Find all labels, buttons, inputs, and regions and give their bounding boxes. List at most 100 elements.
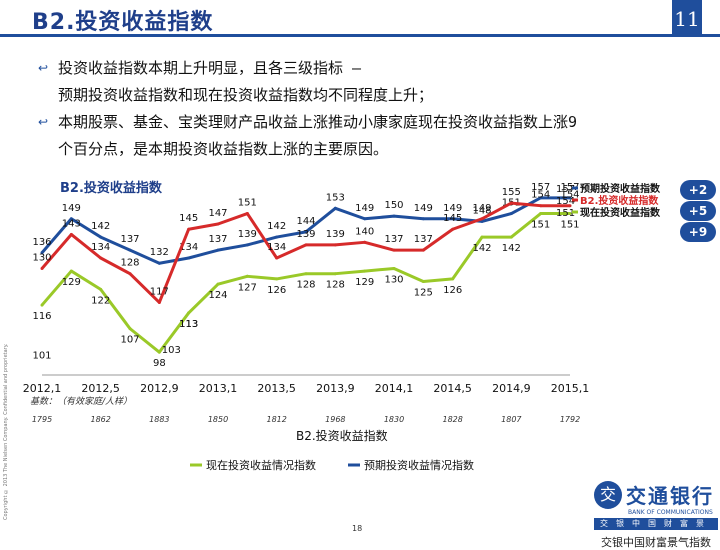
bottom-chart-title: B2.投资收益指数 bbox=[296, 428, 388, 443]
data-label: 154 bbox=[531, 190, 550, 201]
data-label: 150 bbox=[384, 200, 403, 211]
data-point bbox=[157, 350, 161, 354]
sample-size-label: 1807 bbox=[501, 415, 522, 424]
data-label: 142 bbox=[472, 243, 491, 254]
legend-value: 151 bbox=[556, 208, 575, 219]
data-point bbox=[421, 280, 425, 284]
data-point bbox=[275, 235, 279, 239]
slide-header: B2.投资收益指数 11 bbox=[0, 0, 720, 37]
data-point bbox=[187, 227, 191, 231]
data-label: 145 bbox=[443, 213, 462, 224]
index-line-chart: B2.投资收益指数 2012,1 1795 2012,5 1862 2012,9 1883 2… bbox=[23, 180, 661, 472]
data-point bbox=[539, 196, 543, 200]
data-point bbox=[128, 248, 132, 252]
data-point bbox=[99, 235, 103, 239]
bullet-arrow-icon: ↩ bbox=[38, 115, 49, 129]
data-point bbox=[451, 227, 455, 231]
bullet-text: 预期投资收益指数和现在投资收益指数均不同程度上升； bbox=[58, 86, 434, 104]
data-point bbox=[245, 212, 249, 216]
data-point bbox=[568, 212, 572, 216]
bullet-item: ↩ 投资收益指数本期上升明显，且各三级指标 – bbox=[38, 56, 698, 81]
x-tick-label: 2012,5 bbox=[81, 382, 120, 395]
data-label: 139 bbox=[238, 229, 257, 240]
x-tick-label: 2014,9 bbox=[492, 382, 531, 395]
bullet-list: ↩ 投资收益指数本期上升明显，且各三级指标 – 预期投资收益指数和现在投资收益指… bbox=[38, 56, 698, 164]
sample-size-label: 1883 bbox=[149, 415, 169, 424]
data-point bbox=[333, 272, 337, 276]
data-point bbox=[451, 277, 455, 281]
page-badge: 11 bbox=[672, 0, 702, 36]
data-point bbox=[275, 277, 279, 281]
data-point bbox=[392, 214, 396, 218]
increment-badges: +2 +5 +9 bbox=[680, 180, 718, 243]
index-name: 交银中国财富景气指数 bbox=[601, 536, 711, 549]
data-label: 144 bbox=[296, 216, 315, 227]
x-tick-label: 2012,1 bbox=[23, 382, 62, 395]
sample-size-label: 1828 bbox=[442, 415, 462, 424]
data-label: 128 bbox=[296, 280, 315, 291]
data-label: 151 bbox=[560, 220, 579, 231]
x-tick-label: 2013,9 bbox=[316, 382, 355, 395]
data-point bbox=[69, 269, 73, 273]
data-point bbox=[69, 232, 73, 236]
data-label: 124 bbox=[208, 290, 227, 301]
data-point bbox=[363, 269, 367, 273]
data-point bbox=[392, 266, 396, 270]
data-label: 134 bbox=[179, 242, 198, 253]
data-label: 142 bbox=[267, 221, 286, 232]
legend-value: 154 bbox=[556, 196, 575, 207]
bullet-text: 投资收益指数本期上升明显，且各三级指标 – bbox=[58, 59, 362, 77]
bottom-legend-label: 预期投资收益情况指数 bbox=[364, 458, 474, 472]
data-point bbox=[40, 303, 44, 307]
legend-name: 现在投资收益指数 bbox=[580, 206, 661, 219]
data-label: 117 bbox=[150, 286, 169, 297]
data-label: 142 bbox=[502, 243, 521, 254]
data-point bbox=[392, 248, 396, 252]
extra-data-label: 113 bbox=[179, 319, 198, 330]
data-label: 140 bbox=[355, 226, 374, 237]
data-label: 98 bbox=[153, 358, 166, 369]
data-point bbox=[99, 287, 103, 291]
data-point bbox=[157, 300, 161, 304]
data-point bbox=[216, 282, 220, 286]
data-label: 154 bbox=[560, 190, 579, 201]
data-label: 155 bbox=[502, 187, 521, 198]
data-label: 128 bbox=[326, 280, 345, 291]
data-label: 130 bbox=[384, 274, 403, 285]
data-point bbox=[363, 217, 367, 221]
data-label: 125 bbox=[414, 288, 433, 299]
data-point bbox=[333, 206, 337, 210]
increment-badge-expected: +2 bbox=[680, 180, 716, 200]
data-point bbox=[363, 240, 367, 244]
data-point bbox=[539, 212, 543, 216]
data-point bbox=[480, 217, 484, 221]
data-label: 113 bbox=[179, 319, 198, 330]
data-point bbox=[187, 311, 191, 315]
data-point bbox=[304, 243, 308, 247]
data-label: 149 bbox=[355, 203, 374, 214]
page-title: B2.投资收益指数 bbox=[32, 10, 214, 35]
data-label: 130 bbox=[32, 252, 51, 263]
data-label: 137 bbox=[384, 234, 403, 245]
data-label: 148 bbox=[472, 205, 491, 216]
bullet-text: 个百分点，是本期投资收益指数上涨的主要原因。 bbox=[58, 140, 389, 158]
data-label: 107 bbox=[120, 335, 139, 346]
bullet-item: 个百分点，是本期投资收益指数上涨的主要原因。 bbox=[38, 137, 698, 162]
sample-size-label: 1968 bbox=[325, 415, 345, 424]
data-point bbox=[245, 274, 249, 278]
data-point bbox=[451, 217, 455, 221]
data-label: 139 bbox=[296, 229, 315, 240]
data-label: 145 bbox=[179, 213, 198, 224]
data-label: 139 bbox=[326, 229, 345, 240]
data-label: 151 bbox=[238, 198, 257, 209]
data-point bbox=[40, 266, 44, 270]
data-label: 147 bbox=[208, 208, 227, 219]
sample-size-label: 1812 bbox=[266, 415, 286, 424]
x-tick-label: 2013,5 bbox=[257, 382, 296, 395]
data-label: 157 bbox=[560, 182, 579, 193]
data-label: 143 bbox=[62, 218, 81, 229]
data-point bbox=[216, 248, 220, 252]
data-point bbox=[480, 219, 484, 223]
data-label: 149 bbox=[414, 203, 433, 214]
data-point bbox=[40, 251, 44, 255]
